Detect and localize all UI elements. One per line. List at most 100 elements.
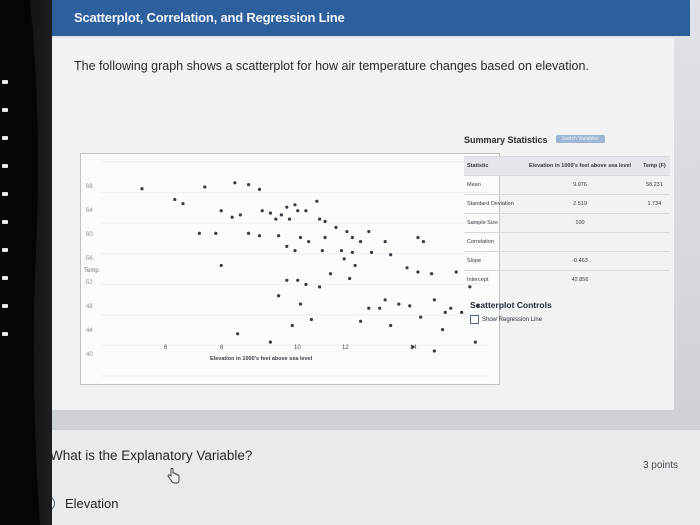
data-point bbox=[230, 215, 234, 219]
data-point bbox=[236, 332, 240, 336]
data-point bbox=[443, 310, 447, 314]
data-point bbox=[219, 209, 223, 213]
data-point bbox=[432, 349, 436, 353]
table-row: Correlation bbox=[464, 232, 670, 252]
data-point bbox=[307, 240, 311, 244]
y-tick-label: 52 bbox=[86, 280, 93, 286]
data-point bbox=[416, 235, 420, 240]
data-point bbox=[440, 328, 445, 332]
data-point bbox=[219, 263, 223, 268]
prompt-text: The following graph shows a scatterplot … bbox=[74, 59, 589, 73]
data-point bbox=[419, 315, 423, 319]
x-tick-label: 8 bbox=[220, 345, 224, 351]
data-point bbox=[268, 211, 273, 215]
row-label: Correlation bbox=[464, 232, 522, 252]
phone-case-edge-icon bbox=[0, 0, 40, 525]
regression-line-toggle[interactable]: Show Regression Line bbox=[470, 315, 552, 324]
data-point bbox=[277, 294, 281, 298]
data-point bbox=[348, 276, 352, 281]
header-bar: Scatterplot, Correlation, and Regression… bbox=[50, 0, 690, 36]
data-point bbox=[320, 248, 324, 253]
data-point bbox=[353, 263, 357, 268]
data-point bbox=[358, 240, 363, 244]
row-elevation-value: 9.976 bbox=[521, 175, 639, 195]
data-point bbox=[279, 213, 283, 217]
row-temp-value bbox=[638, 270, 670, 289]
data-point bbox=[328, 272, 333, 276]
x-tick-label: 12 bbox=[342, 345, 349, 351]
data-point bbox=[323, 235, 327, 240]
data-point bbox=[277, 234, 281, 238]
y-axis-label: Temp bbox=[84, 268, 99, 274]
data-point bbox=[473, 340, 477, 344]
header-statistic: Statistic bbox=[464, 156, 522, 176]
points-label: 3 points bbox=[642, 460, 678, 471]
data-point bbox=[383, 298, 387, 302]
table-row: Intercept 42.856 bbox=[464, 270, 670, 289]
data-point bbox=[367, 306, 371, 310]
x-axis: 6 8 10 12 14 Elevation in 1000's feet above s… bbox=[80, 345, 498, 375]
data-point bbox=[140, 187, 144, 191]
row-temp-value bbox=[638, 232, 670, 252]
y-tick-label: 68 bbox=[86, 184, 93, 190]
row-label: Intercept bbox=[464, 270, 522, 289]
row-temp-value: 1.734 bbox=[638, 194, 670, 214]
data-point bbox=[389, 323, 393, 328]
summary-header-row: Statistic Elevation in 1000's feet above… bbox=[464, 156, 670, 176]
regression-line-checkbox[interactable] bbox=[470, 315, 479, 324]
row-label: Standard Deviation bbox=[464, 194, 522, 214]
data-point bbox=[268, 340, 273, 344]
data-point bbox=[367, 229, 371, 234]
data-point bbox=[315, 199, 319, 203]
data-point bbox=[304, 282, 308, 287]
y-tick-label: 64 bbox=[86, 208, 93, 214]
switch-variables-button[interactable]: Switch Variables bbox=[556, 134, 605, 143]
data-point bbox=[296, 278, 300, 282]
data-point bbox=[274, 217, 278, 221]
table-row: Sample Size 100 bbox=[464, 213, 670, 233]
row-temp-value bbox=[638, 251, 670, 271]
data-point bbox=[410, 345, 415, 349]
row-elevation-value: 42.856 bbox=[521, 270, 639, 289]
data-point bbox=[350, 235, 354, 240]
row-temp-value bbox=[638, 213, 670, 233]
row-elevation-value: -0.463 bbox=[521, 251, 639, 271]
data-point bbox=[339, 248, 344, 253]
data-point bbox=[334, 225, 338, 229]
data-point bbox=[203, 185, 207, 189]
row-label: Mean bbox=[464, 175, 522, 195]
summary-title: Summary Statistics bbox=[464, 135, 548, 145]
data-point bbox=[246, 182, 251, 187]
x-tick-label: 10 bbox=[294, 345, 301, 351]
data-point bbox=[383, 240, 387, 244]
y-tick-label: 40 bbox=[86, 352, 93, 358]
row-label: Slope bbox=[464, 251, 522, 271]
question-text: What is the Explanatory Variable? bbox=[50, 448, 253, 463]
data-point bbox=[430, 272, 434, 276]
data-point bbox=[290, 323, 294, 328]
x-axis-label: Elevation in 1000's feet above sea level bbox=[210, 356, 313, 362]
option-label: Elevation bbox=[65, 496, 119, 511]
data-point bbox=[378, 306, 382, 310]
y-tick-label: 56 bbox=[86, 256, 93, 262]
data-point bbox=[285, 244, 289, 249]
data-point bbox=[293, 248, 297, 253]
row-temp-value: 58.231 bbox=[638, 175, 670, 195]
summary-statistics: Summary Statistics Switch Variables Stat… bbox=[464, 130, 678, 289]
data-point bbox=[454, 270, 458, 274]
header-temp: Temp (F) bbox=[638, 156, 670, 176]
data-point bbox=[323, 219, 327, 224]
summary-table: Statistic Elevation in 1000's feet above… bbox=[464, 156, 670, 289]
header-elevation: Elevation in 1000's feet above sea level bbox=[521, 156, 639, 176]
data-point bbox=[405, 266, 409, 270]
data-point bbox=[369, 250, 374, 254]
scatterplot-controls: Scatterplot Controls Show Regression Lin… bbox=[470, 300, 552, 324]
data-point bbox=[358, 319, 363, 323]
x-tick-label: 14 bbox=[410, 345, 417, 351]
table-row: Standard Deviation 2.519 1.734 bbox=[464, 194, 670, 214]
page-title: Scatterplot, Correlation, and Regression… bbox=[74, 10, 345, 25]
screen: Scatterplot, Correlation, and Regression… bbox=[40, 0, 700, 525]
data-point bbox=[449, 306, 453, 310]
data-point bbox=[173, 197, 177, 202]
